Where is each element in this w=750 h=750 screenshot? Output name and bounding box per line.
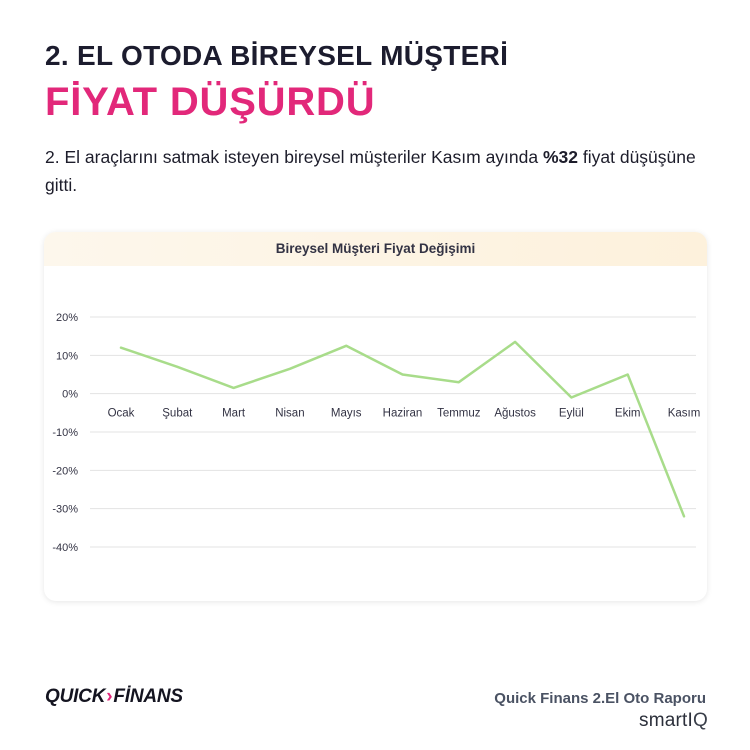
smartiq-q: Q [693, 710, 708, 731]
logo-arrow-icon: › [106, 686, 113, 707]
y-tick-label: -40% [52, 542, 78, 554]
report-title: Quick Finans 2.El Oto Raporu [494, 690, 706, 707]
chart-title: Bireysel Müşteri Fiyat Değişimi [44, 232, 707, 266]
x-tick-label: Ocak [108, 408, 135, 420]
series-line [119, 340, 686, 518]
x-tick-label: Haziran [383, 408, 423, 420]
logo-quick: QUICK [45, 686, 106, 707]
smartiq-logo: smartIQ [639, 710, 708, 732]
subtitle-text-end: fiyat düşüşüne gitti. [45, 147, 696, 195]
subtitle-text-start: 2. El araçlarını satmak isteyen bireysel… [45, 147, 543, 167]
x-tick-label: Mart [222, 408, 246, 420]
line-chart: 20% 10% 0% -10% -20% -30% -40% Ocak Şubat Mart Nis… [52, 312, 701, 554]
x-tick-label: Temmuz [437, 408, 481, 420]
y-tick-label: 0% [62, 389, 78, 401]
subtitle-highlight: %32 [542, 147, 579, 167]
quick-finans-logo: QUICK›FİNANS [45, 686, 183, 708]
page-subtitle: 2. El araçlarını satmak isteyen bireysel… [45, 143, 715, 199]
page-title-line2: FİYAT DÜŞÜRDÜ [45, 80, 376, 124]
chart-card: Bireysel Müşteri Fiyat Değişimi 20% 10% 0%… [44, 232, 707, 601]
y-tick-label: -20% [52, 465, 78, 477]
y-tick-label: 10% [56, 350, 78, 362]
x-tick-label: Mayıs [331, 408, 362, 420]
y-tick-label: -30% [52, 504, 78, 516]
x-tick-label: Eylül [559, 408, 584, 420]
smartiq-text: smartI [639, 710, 694, 731]
x-tick-label: Ağustos [494, 408, 536, 420]
x-tick-label: Ekim [615, 408, 641, 420]
x-tick-label: Kasım [668, 408, 701, 420]
page-title-line1: 2. EL OTODA BİREYSEL MÜŞTERİ [45, 40, 509, 71]
x-tick-label: Şubat [162, 408, 193, 420]
x-tick-label: Nisan [275, 408, 304, 420]
logo-finans: FİNANS [113, 686, 183, 707]
y-tick-label: -10% [52, 427, 78, 439]
y-tick-label: 20% [56, 312, 78, 324]
